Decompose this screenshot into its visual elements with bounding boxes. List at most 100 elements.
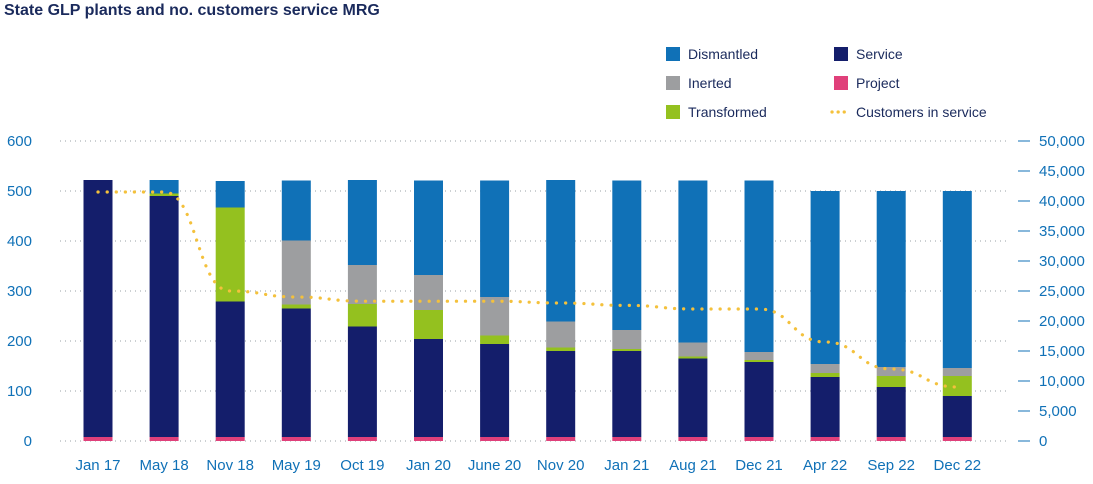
right-axis-tick-25000: 25,000 xyxy=(1039,283,1085,300)
bar-inerted-apr-22 xyxy=(810,364,840,373)
bar-dismantled-dec-22 xyxy=(942,191,972,368)
left-axis-tick-600: 600 xyxy=(7,133,32,150)
bar-inerted-oct-19 xyxy=(347,265,377,304)
x-label-nov-18: Nov 18 xyxy=(206,457,254,474)
bar-project-jan-20 xyxy=(414,437,443,441)
bar-dismantled-jan-20 xyxy=(414,180,443,275)
left-axis-tick-500: 500 xyxy=(7,183,32,200)
bar-service-dec-21 xyxy=(744,362,774,437)
bar-project-dec-21 xyxy=(744,437,774,441)
bar-service-nov-20 xyxy=(546,351,576,437)
x-label-jan-17: Jan 17 xyxy=(75,457,120,474)
bar-project-nov-20 xyxy=(546,437,576,441)
left-axis-tick-200: 200 xyxy=(7,333,32,350)
bar-service-dec-22 xyxy=(942,396,972,437)
bar-transformed-may-18 xyxy=(149,193,179,196)
bar-service-jan-17 xyxy=(83,180,113,437)
bar-transformed-jan-21 xyxy=(612,349,642,351)
left-axis-tick-400: 400 xyxy=(7,233,32,250)
x-label-june-20: June 20 xyxy=(468,457,521,474)
bar-project-sep-22 xyxy=(876,437,906,441)
bar-dismantled-aug-21 xyxy=(678,180,708,343)
bar-service-apr-22 xyxy=(810,377,840,437)
right-axis: 0 5,000 10,000 15,000 20,000 25,000 30,000 35,0… xyxy=(1018,133,1085,450)
bar-project-jan-17 xyxy=(83,437,113,441)
legend-label-service: Service xyxy=(856,46,903,62)
bar-service-sep-22 xyxy=(876,387,906,437)
bar-project-may-19 xyxy=(281,437,311,441)
bar-transformed-nov-20 xyxy=(546,347,576,351)
legend-label-dismantled: Dismantled xyxy=(688,46,758,62)
x-label-sep-22: Sep 22 xyxy=(867,457,915,474)
x-label-oct-19: Oct 19 xyxy=(340,457,384,474)
bar-transformed-jan-20 xyxy=(414,310,443,339)
right-axis-tick-15000: 15,000 xyxy=(1039,343,1085,360)
right-axis-tick-5000: 5,000 xyxy=(1039,403,1077,420)
legend-label-project: Project xyxy=(856,75,900,91)
x-label-may-18: May 18 xyxy=(139,457,188,474)
bar-transformed-sep-22 xyxy=(876,376,906,387)
bar-service-aug-21 xyxy=(678,358,708,437)
legend-label-inerted: Inerted xyxy=(688,75,732,91)
x-axis-labels: Jan 17 May 18 Nov 18 May 19 Oct 19 Jan 20 June… xyxy=(75,457,981,474)
bars xyxy=(83,180,972,441)
bar-project-nov-18 xyxy=(215,437,245,441)
left-axis-tick-300: 300 xyxy=(7,283,32,300)
bar-inerted-dec-22 xyxy=(942,368,972,376)
bar-transformed-apr-22 xyxy=(810,373,840,377)
legend-swatch-project xyxy=(834,76,848,90)
bar-project-jan-21 xyxy=(612,437,642,441)
bar-project-may-18 xyxy=(149,437,179,441)
bar-transformed-dec-22 xyxy=(942,376,972,396)
legend-label-transformed: Transformed xyxy=(688,104,767,120)
bar-dismantled-sep-22 xyxy=(876,191,906,367)
bar-project-dec-22 xyxy=(942,437,972,441)
right-axis-tick-45000: 45,000 xyxy=(1039,163,1085,180)
bar-service-may-19 xyxy=(281,308,311,437)
right-axis-tick-50000: 50,000 xyxy=(1039,133,1085,150)
customers-line-path xyxy=(96,190,959,389)
bar-transformed-june-20 xyxy=(480,335,510,344)
left-axis-tick-100: 100 xyxy=(7,383,32,400)
grid-lines xyxy=(60,140,1010,442)
bar-service-may-18 xyxy=(149,196,179,437)
bar-dismantled-oct-19 xyxy=(347,180,377,265)
bar-project-apr-22 xyxy=(810,437,840,441)
x-label-jan-21: Jan 21 xyxy=(604,457,649,474)
x-label-nov-20: Nov 20 xyxy=(537,457,585,474)
bar-dismantled-jan-21 xyxy=(612,180,642,330)
bar-transformed-dec-21 xyxy=(744,360,774,362)
right-axis-tick-0: 0 xyxy=(1039,433,1047,450)
bar-dismantled-june-20 xyxy=(480,180,510,297)
bar-inerted-may-19 xyxy=(281,240,311,305)
x-label-aug-21: Aug 21 xyxy=(669,457,717,474)
bar-project-aug-21 xyxy=(678,437,708,441)
right-axis-tick-10000: 10,000 xyxy=(1039,373,1085,390)
bar-transformed-may-19 xyxy=(281,304,311,309)
bar-inerted-dec-21 xyxy=(744,352,774,360)
legend-swatch-dismantled xyxy=(666,47,680,61)
bar-inerted-sep-22 xyxy=(876,367,906,376)
x-label-may-19: May 19 xyxy=(272,457,321,474)
bar-service-jan-20 xyxy=(414,339,443,437)
bar-dismantled-may-19 xyxy=(281,180,311,241)
bar-transformed-nov-18 xyxy=(215,207,245,302)
bar-transformed-aug-21 xyxy=(678,356,708,359)
right-axis-tick-20000: 20,000 xyxy=(1039,313,1085,330)
bar-inerted-nov-20 xyxy=(546,321,576,348)
x-label-jan-20: Jan 20 xyxy=(406,457,451,474)
bar-service-jan-21 xyxy=(612,351,642,437)
left-axis-tick-0: 0 xyxy=(24,433,32,450)
bar-dismantled-dec-21 xyxy=(744,180,774,352)
bar-inerted-june-20 xyxy=(480,297,510,336)
bar-service-nov-18 xyxy=(215,301,245,437)
bar-project-june-20 xyxy=(480,437,510,441)
legend-swatch-transformed xyxy=(666,105,680,119)
bar-dismantled-nov-18 xyxy=(215,181,245,208)
legend-label-customers-in-service: Customers in service xyxy=(856,104,987,120)
bar-inerted-aug-21 xyxy=(678,342,708,357)
bar-transformed-oct-19 xyxy=(347,304,377,327)
bar-dismantled-may-18 xyxy=(149,180,179,194)
right-axis-tick-40000: 40,000 xyxy=(1039,193,1085,210)
